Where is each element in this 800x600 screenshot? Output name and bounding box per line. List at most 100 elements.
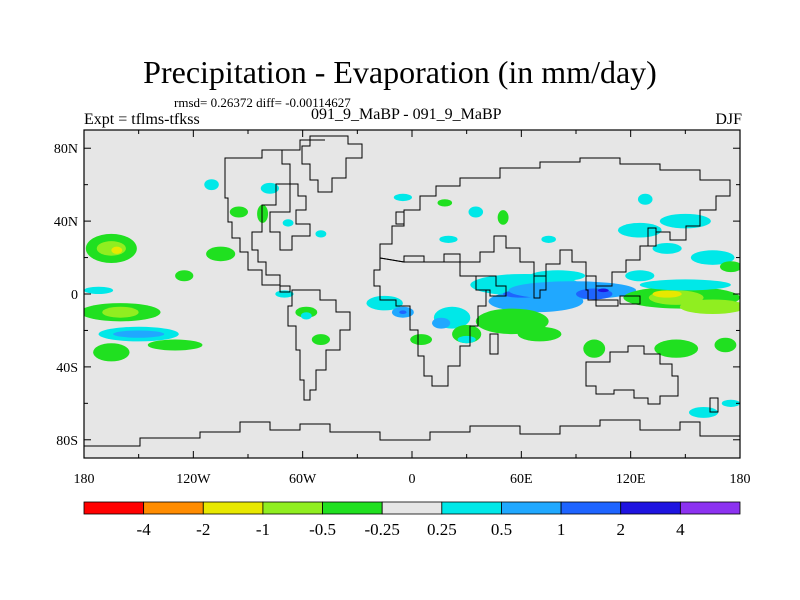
anomaly-patch	[275, 290, 294, 298]
coastline-australia	[585, 345, 679, 405]
colorbar-swatch	[262, 501, 323, 515]
anomaly-patch	[625, 270, 655, 282]
colorbar-label: 2	[616, 520, 625, 539]
anomaly-patch	[497, 210, 509, 225]
x-tick-label: 180	[730, 472, 751, 487]
anomaly-patch	[617, 222, 662, 238]
coastline-southeast-asia	[585, 275, 597, 301]
x-tick-label: 60W	[289, 472, 317, 487]
colorbar-swatch	[441, 501, 502, 515]
y-tick-label: 0	[71, 288, 78, 303]
anomaly-patch	[300, 312, 312, 320]
colorbar-swatch	[620, 501, 681, 515]
anomaly-patch	[437, 199, 453, 207]
case-label: 091_9_MaBP - 091_9_MaBP	[311, 106, 502, 123]
anomaly-patch	[721, 399, 740, 407]
anomaly-patch	[311, 334, 330, 346]
colorbar-label: -0.5	[309, 520, 336, 539]
colorbar-swatch	[202, 501, 264, 515]
colorbar-swatch	[381, 501, 443, 515]
anomaly-patch	[113, 330, 165, 338]
anomaly-patch	[659, 213, 711, 229]
anomaly-patch	[366, 295, 403, 311]
coastline-madagascar	[489, 333, 499, 355]
anomaly-patch	[260, 182, 279, 194]
anomaly-patch	[147, 339, 203, 351]
coastlines	[84, 135, 740, 447]
x-tick-label: 60E	[510, 472, 533, 487]
colorbar-swatch	[322, 501, 383, 515]
anomaly-patch	[719, 261, 740, 273]
anomaly-patch	[597, 288, 609, 293]
colorbar-label: 0.25	[427, 520, 457, 539]
colorbar-swatch	[501, 501, 562, 515]
coastline-indonesia	[595, 295, 641, 307]
anomaly-patch	[583, 339, 606, 358]
anomaly-patch	[517, 326, 562, 342]
colorbar-swatch	[83, 501, 145, 515]
anomaly-patch	[93, 343, 130, 362]
anomaly-patch	[102, 306, 139, 318]
anomaly-patch	[468, 206, 484, 218]
x-tick-label: 180	[74, 472, 95, 487]
anomaly-patch	[714, 337, 737, 353]
anomaly-patch	[637, 193, 653, 205]
anomaly-patch	[393, 193, 412, 202]
anomaly-patch	[541, 235, 556, 243]
coastline-north-america	[224, 149, 291, 293]
x-tick-label: 120W	[176, 472, 211, 487]
anomaly-patch	[652, 242, 682, 254]
coastline-south-america	[287, 289, 351, 401]
anomaly-patch	[530, 270, 586, 282]
x-tick-label: 120E	[616, 472, 646, 487]
anomaly-patch	[229, 206, 248, 218]
y-tick-label: 40N	[54, 215, 78, 230]
anomaly-patch	[457, 335, 476, 344]
coastline-arabia	[475, 275, 507, 297]
anomaly-patch	[439, 235, 458, 243]
anomaly-patch	[257, 204, 269, 223]
colorbar-label: -2	[196, 520, 210, 539]
y-tick-label: 40S	[56, 361, 78, 376]
anomaly-patch	[399, 310, 407, 315]
anomaly-patch	[111, 246, 123, 254]
anomaly-patch	[282, 219, 294, 227]
coastline-antarctica	[84, 419, 740, 447]
anomaly-patch	[432, 317, 451, 329]
anomaly-patch	[639, 279, 731, 291]
x-tick-label: 0	[409, 472, 416, 487]
axes: 180 120W 60W 0 60E 120E 180 80N 40N 0 40S 80S	[54, 130, 751, 487]
anomaly-patch	[175, 270, 194, 282]
coastline-japan	[647, 227, 657, 247]
coastline-greenland	[301, 135, 363, 193]
anomaly-patch	[508, 281, 637, 300]
colorbar-label: -4	[137, 520, 152, 539]
colorbar-swatch	[560, 501, 622, 515]
colorbar-label: -1	[256, 520, 270, 539]
anomaly-patch	[679, 299, 740, 315]
anomaly-patch	[204, 179, 219, 191]
anomaly-patch	[654, 339, 699, 358]
anomaly-patch	[84, 286, 114, 294]
colorbar-label: 4	[676, 520, 685, 539]
stats-label: rmsd= 0.26372 diff= -0.00114627	[174, 95, 351, 110]
colorbar-label: -0.25	[364, 520, 399, 539]
coastline-uk	[395, 211, 405, 225]
anomaly-patch	[96, 241, 126, 256]
experiment-label: Expt = tflms-tfkss	[84, 111, 200, 128]
colorbar-swatch	[143, 501, 204, 515]
season-label: DJF	[715, 111, 742, 128]
coastline-africa	[373, 257, 487, 387]
anomaly-patch	[652, 290, 682, 298]
colorbar-swatch	[679, 501, 741, 515]
y-tick-label: 80S	[56, 434, 78, 449]
chart-title: Precipitation - Evaporation (in mm/day)	[143, 54, 657, 90]
anomaly-field	[84, 179, 740, 418]
anomaly-patch	[690, 250, 735, 265]
y-tick-label: 80N	[54, 142, 78, 157]
anomaly-patch	[315, 230, 327, 238]
colorbar-label: 1	[557, 520, 566, 539]
anomaly-patch	[206, 246, 236, 262]
colorbar: -4 -2 -1 -0.5 -0.25 0.25 0.5 1 2 4	[83, 501, 741, 539]
